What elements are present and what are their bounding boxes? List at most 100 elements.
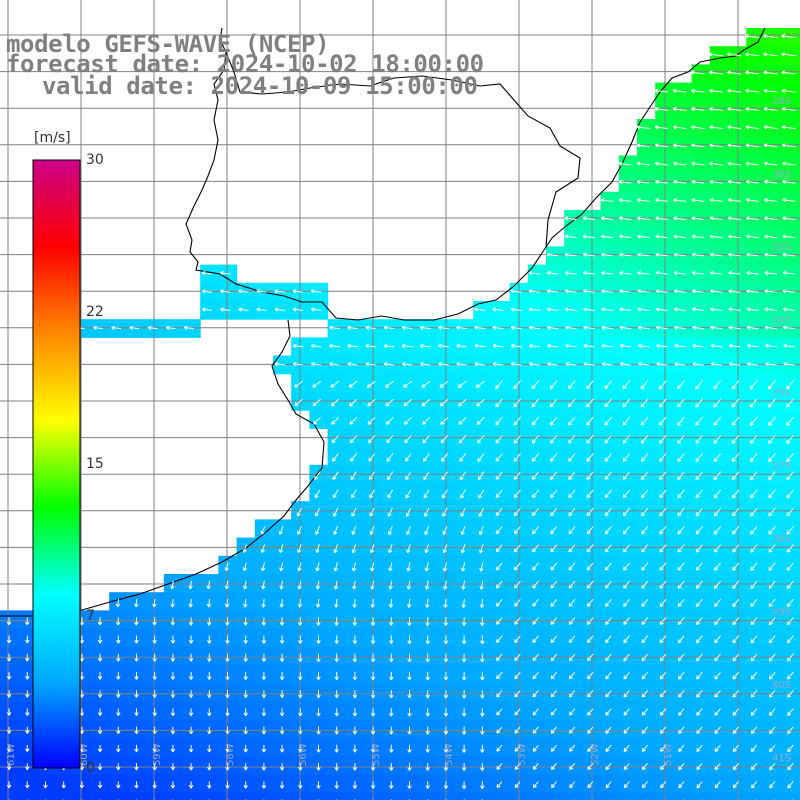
wind-arrow [623,781,630,789]
wind-arrow [422,453,430,462]
wind-arrow [604,434,612,444]
wind-arrow [677,635,685,644]
wind-arrow [461,580,466,590]
wind-arrow [256,307,267,312]
wind-arrow [260,562,266,572]
wind-arrow [768,471,776,481]
wind-arrow [152,744,157,753]
wind-arrow [310,289,322,294]
wind-arrow [786,507,794,517]
wind-arrow [438,361,449,367]
wind-arrow [714,708,721,716]
wind-arrow [292,343,304,349]
wind-arrow [480,671,485,681]
wind-cell [54,792,74,800]
wind-arrow [367,398,376,407]
wind-arrow [582,216,595,221]
lat-label: 38S [772,534,791,545]
wind-arrow [313,417,321,425]
wind-vectors [6,33,796,800]
wind-arrow [565,343,577,349]
wind-arrow [97,653,103,662]
wind-arrow [332,489,339,499]
wind-arrow [152,617,157,626]
wind-arrow [763,52,778,57]
wind-arrow [370,580,375,590]
wind-arrow [495,434,503,444]
wind-arrow [443,653,449,663]
wind-arrow [727,125,741,130]
wind-arrow [781,70,796,75]
wind-arrow [691,234,705,239]
wind-arrow [623,744,630,752]
lat-label: 35S [772,388,791,399]
wind-arrow [261,653,267,662]
wind-arrow [316,763,321,771]
wind-arrow [474,307,486,312]
wind-arrow [188,763,194,771]
wind-arrow [713,434,722,444]
wind-arrow [695,562,703,571]
wind-arrow [349,435,358,444]
wind-arrow [334,653,339,662]
wind-arrow [495,599,503,607]
wind-cell [254,792,274,800]
wind-arrow [188,671,194,680]
wind-cell [546,792,565,800]
wind-arrow [496,617,503,625]
wind-arrow [350,453,357,462]
wind-arrow [569,708,576,716]
wind-arrow [183,325,194,330]
wind-arrow [477,435,485,444]
wind-cell [345,792,365,800]
wind-arrow [425,762,430,771]
wind-arrow [641,653,649,662]
wind-arrow [746,307,759,312]
wind-arrow [623,653,630,662]
lon-label: 59W [152,743,163,766]
wind-arrow [496,708,503,716]
wind-arrow [474,361,486,367]
wind-arrow [188,635,194,644]
wind-arrow [407,708,412,717]
wind-arrow [370,635,376,644]
wind-arrow [207,726,212,735]
wind-arrow [386,435,394,444]
wind-arrow [690,88,705,94]
wind-arrow [656,343,668,349]
wind-arrow [745,88,760,94]
wind-arrow [261,708,267,717]
wind-arrow [568,598,576,607]
wind-arrow [243,617,248,626]
wind-arrow [147,325,158,331]
wind-arrow [514,708,521,716]
wind-arrow [709,106,723,112]
wind-arrow [225,744,230,753]
wind-arrow [152,653,157,662]
wind-arrow [604,562,612,571]
wind-arrow [25,708,30,716]
wind-arrow [787,744,794,753]
wind-arrow [315,580,321,590]
wind-arrow [695,398,704,408]
wind-arrow [25,763,30,771]
wind-arrow [678,744,685,752]
wind-arrow [25,781,30,789]
wind-arrow [479,562,484,572]
wind-arrow [604,398,613,408]
colorbar-tick-7: 7 [86,608,95,624]
wind-arrow [586,598,594,607]
wind-arrow [532,599,539,607]
wind-arrow [243,635,248,644]
wind-arrow [170,671,176,680]
wind-cell [618,792,638,800]
wind-arrow [420,361,431,367]
wind-arrow [782,270,796,276]
lon-label: 60W [79,743,90,766]
lon-label: 52W [590,743,601,766]
wind-arrow [25,744,30,752]
wind-arrow [478,525,484,536]
wind-arrow [532,690,539,698]
wind-arrow [641,671,649,680]
wind-arrow [782,325,796,330]
